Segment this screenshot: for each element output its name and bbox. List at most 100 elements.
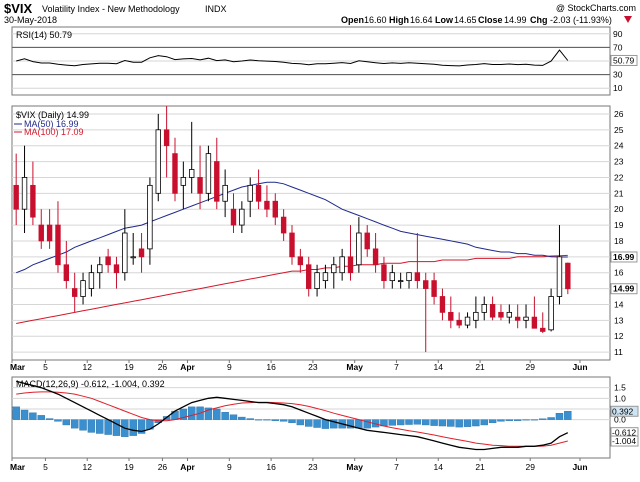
candle-body (222, 184, 228, 202)
candle-body (423, 280, 429, 289)
rsi-layer: 90 70 50.79 30 10 (12, 29, 638, 93)
macd-histogram-bar (413, 419, 422, 425)
x-axis-label: 21 (475, 362, 485, 372)
candle-body (97, 264, 103, 274)
macd-histogram-bar (87, 419, 96, 433)
rsi-y-tick: 70 (613, 42, 623, 52)
open-label: Open (341, 15, 364, 25)
macd-histogram-bar (79, 419, 87, 431)
candle-body (138, 248, 145, 258)
x-axis-label: 29 (525, 362, 535, 372)
macd-histogram-bar (221, 411, 229, 420)
rsi-y-tick: 90 (613, 29, 623, 39)
candle-body (163, 129, 170, 147)
price-y-tick: 18 (614, 236, 624, 246)
high-value: 16.64 (410, 15, 433, 25)
price-last-label-box (610, 251, 638, 263)
close-label: Close (478, 15, 503, 25)
price-legend-ma100: MA(100) 17.09 (24, 127, 84, 137)
candle-body (130, 256, 136, 259)
rsi-y-tick: 30 (613, 70, 623, 80)
macd-histogram-bar (530, 419, 539, 421)
rsi-line (16, 49, 569, 67)
rsi-y-tick: 10 (613, 83, 623, 93)
macd-histogram-bar (321, 419, 330, 429)
x-axis-label: 21 (475, 462, 485, 472)
candle-body (46, 224, 53, 242)
macd-histogram-bar (405, 419, 413, 425)
x-axis-label: Apr (180, 362, 195, 372)
candle-body (531, 316, 538, 329)
candle-body (214, 161, 220, 202)
x-axis-label: Jun (572, 362, 587, 372)
candle-body (448, 311, 454, 321)
high-label: High (389, 15, 409, 25)
low-value: 14.65 (454, 15, 477, 25)
candle-body (565, 262, 571, 290)
macd-histogram-bar (263, 419, 271, 421)
macd-histogram-bar (463, 419, 472, 427)
candle-body (389, 272, 395, 282)
candle-body (347, 256, 354, 274)
macd-histogram-bar (187, 406, 196, 420)
macd-histogram-bar (70, 419, 79, 429)
macd-title: MACD(12,26,9) -0.612, -1.004, 0.392 (16, 379, 165, 389)
macd-histogram-bar (455, 419, 463, 428)
price-y-tick: 16 (614, 268, 624, 278)
macd-last-label: -0.612 (612, 428, 636, 438)
price-last-label: 14.99 (613, 284, 635, 294)
x-axis-label: Mar (10, 362, 26, 372)
x-axis-label: May (346, 362, 363, 372)
macd-signal-line (16, 391, 568, 447)
macd-histogram-bar (271, 419, 279, 421)
candle-body (397, 280, 404, 283)
macd-histogram-bar (305, 419, 313, 427)
candle-body (523, 316, 529, 321)
candle-body (205, 153, 212, 194)
candle-body (189, 169, 195, 178)
macd-histogram-bar (12, 406, 20, 420)
macd-histogram-bar (104, 419, 112, 435)
candle-body (197, 177, 203, 194)
macd-histogram-bar (246, 418, 254, 420)
price-y-tick: 11 (614, 347, 623, 357)
macd-histogram-bar (555, 413, 564, 420)
macd-histogram-bar (45, 418, 54, 420)
x-axis-label: 7 (394, 462, 399, 472)
price-y-tick: 12 (614, 331, 624, 341)
rsi-y-tick: 50.79 (613, 55, 635, 65)
x-axis-labels-macd: Mar 5 12 19 26 Apr 9 16 23 May 7 14 21 29 Jun (10, 458, 588, 472)
chg-label: Chg (530, 15, 548, 25)
macd-histogram-bar (279, 419, 288, 422)
x-axis-label: 19 (124, 362, 134, 372)
macd-histogram-bar (296, 419, 305, 426)
x-axis-label: Apr (180, 462, 195, 472)
price-legend-vix: $VIX (Daily) 14.99 (16, 110, 89, 120)
macd-histogram-bar (472, 419, 480, 427)
x-axis-label: Mar (10, 462, 26, 472)
x-axis-label: 9 (227, 362, 232, 372)
open-value: 16.60 (364, 15, 387, 25)
candle-body (297, 256, 304, 266)
x-axis-label: 7 (394, 362, 399, 372)
x-axis-label: 14 (434, 362, 444, 372)
price-last-label: 16.99 (613, 252, 635, 262)
close-value: 14.99 (504, 15, 527, 25)
macd-histogram-bar (346, 419, 355, 429)
rsi-title: RSI(14) 50.79 (16, 30, 72, 40)
candle-body (239, 208, 245, 226)
candle-body (147, 184, 153, 250)
candle-body (381, 264, 387, 282)
candle-body (540, 327, 546, 332)
macd-histogram-bar (396, 419, 405, 426)
candle-body (88, 272, 95, 289)
candle-body (556, 256, 563, 297)
candle-body (113, 264, 120, 274)
x-axis-label: 9 (227, 462, 232, 472)
macd-histogram-bar (330, 419, 338, 429)
candle-body (30, 184, 36, 218)
copyright-text: @ StockCharts.com (556, 3, 636, 13)
x-axis-label: 26 (158, 462, 168, 472)
candle-body (372, 248, 379, 266)
